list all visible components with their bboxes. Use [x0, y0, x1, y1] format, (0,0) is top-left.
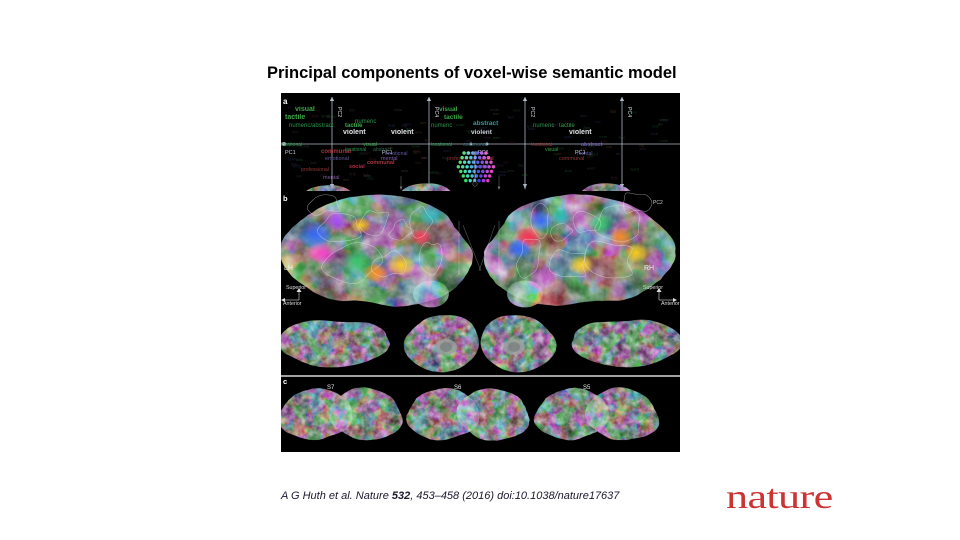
- svg-text:link: link: [606, 145, 612, 149]
- svg-text:link: link: [304, 144, 309, 148]
- svg-text:word: word: [630, 167, 639, 172]
- svg-text:S5: S5: [583, 385, 591, 391]
- svg-text:S6: S6: [454, 385, 462, 391]
- svg-text:node: node: [484, 136, 492, 140]
- svg-text:visual: visual: [545, 147, 558, 153]
- svg-text:violent: violent: [343, 129, 366, 136]
- svg-text:emo: emo: [513, 108, 520, 112]
- svg-text:term: term: [565, 169, 572, 173]
- svg-text:emo: emo: [659, 118, 668, 123]
- svg-text:locational: locational: [345, 147, 366, 153]
- svg-text:axis: axis: [311, 161, 317, 165]
- svg-text:c: c: [283, 377, 287, 386]
- svg-text:communal: communal: [463, 142, 487, 148]
- svg-text:link: link: [415, 161, 421, 165]
- svg-text:voxel: voxel: [411, 145, 420, 149]
- svg-text:feat: feat: [421, 156, 427, 160]
- svg-text:RH: RH: [644, 265, 654, 272]
- svg-text:a: a: [283, 97, 288, 106]
- svg-text:axis: axis: [296, 157, 303, 162]
- svg-text:item: item: [616, 152, 623, 156]
- svg-text:visual: visual: [439, 106, 458, 113]
- svg-text:feat: feat: [388, 123, 396, 128]
- svg-text:word: word: [443, 149, 450, 153]
- svg-text:link: link: [425, 138, 430, 142]
- svg-text:violent: violent: [471, 129, 493, 136]
- svg-text:sem: sem: [558, 147, 564, 151]
- svg-text:numeric: numeric: [355, 119, 376, 125]
- svg-text:axis: axis: [312, 114, 319, 119]
- svg-text:emo: emo: [430, 170, 439, 175]
- svg-text:communal: communal: [559, 156, 584, 162]
- svg-text:PC2: PC2: [529, 107, 535, 117]
- svg-text:item: item: [630, 110, 637, 115]
- svg-text:mental: mental: [323, 175, 340, 181]
- svg-text:soc: soc: [503, 161, 508, 165]
- svg-text:tactile: tactile: [444, 114, 463, 121]
- svg-text:b: b: [283, 194, 288, 203]
- svg-text:tactile: tactile: [285, 114, 305, 121]
- svg-text:sem: sem: [420, 121, 427, 125]
- svg-text:feat: feat: [652, 124, 658, 128]
- svg-text:axis: axis: [640, 147, 647, 151]
- svg-text:social: social: [349, 164, 365, 170]
- svg-text:dim: dim: [343, 178, 349, 182]
- svg-text:dim: dim: [658, 123, 663, 127]
- svg-text:Anterior: Anterior: [283, 301, 302, 307]
- svg-text:word: word: [293, 164, 301, 168]
- svg-text:locational: locational: [281, 142, 302, 148]
- svg-text:term: term: [580, 114, 587, 118]
- svg-text:link: link: [363, 173, 370, 178]
- svg-text:numeric: numeric: [533, 123, 554, 129]
- svg-text:violent: violent: [391, 129, 414, 136]
- svg-text:link: link: [610, 109, 617, 114]
- svg-text:link: link: [293, 130, 299, 134]
- svg-text:locational: locational: [431, 142, 452, 148]
- svg-text:node: node: [660, 139, 668, 143]
- svg-text:tag: tag: [639, 143, 644, 147]
- svg-text:PC2: PC2: [336, 107, 342, 117]
- svg-text:tag: tag: [518, 163, 524, 168]
- svg-text:emo: emo: [327, 114, 336, 119]
- svg-text:word: word: [587, 166, 595, 170]
- svg-text:link: link: [349, 171, 356, 176]
- svg-text:PC2: PC2: [653, 200, 663, 206]
- svg-text:PC1: PC1: [285, 150, 296, 156]
- svg-text:visual: visual: [295, 106, 315, 113]
- svg-text:item: item: [508, 116, 515, 120]
- svg-text:soc: soc: [493, 111, 499, 116]
- svg-text:emotional: emotional: [385, 151, 408, 157]
- svg-text:LH: LH: [284, 265, 293, 272]
- svg-text:numeric: numeric: [431, 123, 452, 129]
- svg-text:violent: violent: [569, 129, 592, 136]
- svg-text:node: node: [498, 170, 506, 174]
- svg-text:data: data: [394, 107, 403, 112]
- svg-text:link: link: [611, 176, 618, 181]
- svg-text:dim: dim: [349, 109, 355, 113]
- svg-text:voxel: voxel: [456, 123, 465, 127]
- svg-text:term: term: [493, 136, 500, 140]
- svg-text:soc: soc: [619, 135, 626, 140]
- svg-text:voxel: voxel: [651, 132, 659, 136]
- svg-text:abstract: abstract: [473, 120, 499, 127]
- svg-text:numeric/abstract: numeric/abstract: [289, 123, 334, 129]
- svg-text:emotional: emotional: [325, 156, 349, 162]
- svg-text:link: link: [296, 175, 302, 179]
- svg-text:communal: communal: [367, 160, 395, 166]
- svg-text:term: term: [415, 131, 422, 135]
- svg-text:Superior: Superior: [286, 285, 306, 291]
- svg-text:axis: axis: [401, 168, 408, 173]
- svg-text:soc: soc: [595, 120, 601, 124]
- svg-text:abstract: abstract: [581, 142, 603, 148]
- svg-text:professional: professional: [301, 167, 329, 173]
- svg-text:node: node: [599, 135, 607, 139]
- svg-text:sem: sem: [507, 169, 514, 173]
- svg-text:soc: soc: [509, 140, 515, 145]
- svg-text:Anterior: Anterior: [661, 301, 680, 307]
- svg-text:item: item: [413, 150, 421, 155]
- svg-text:S7: S7: [327, 385, 335, 391]
